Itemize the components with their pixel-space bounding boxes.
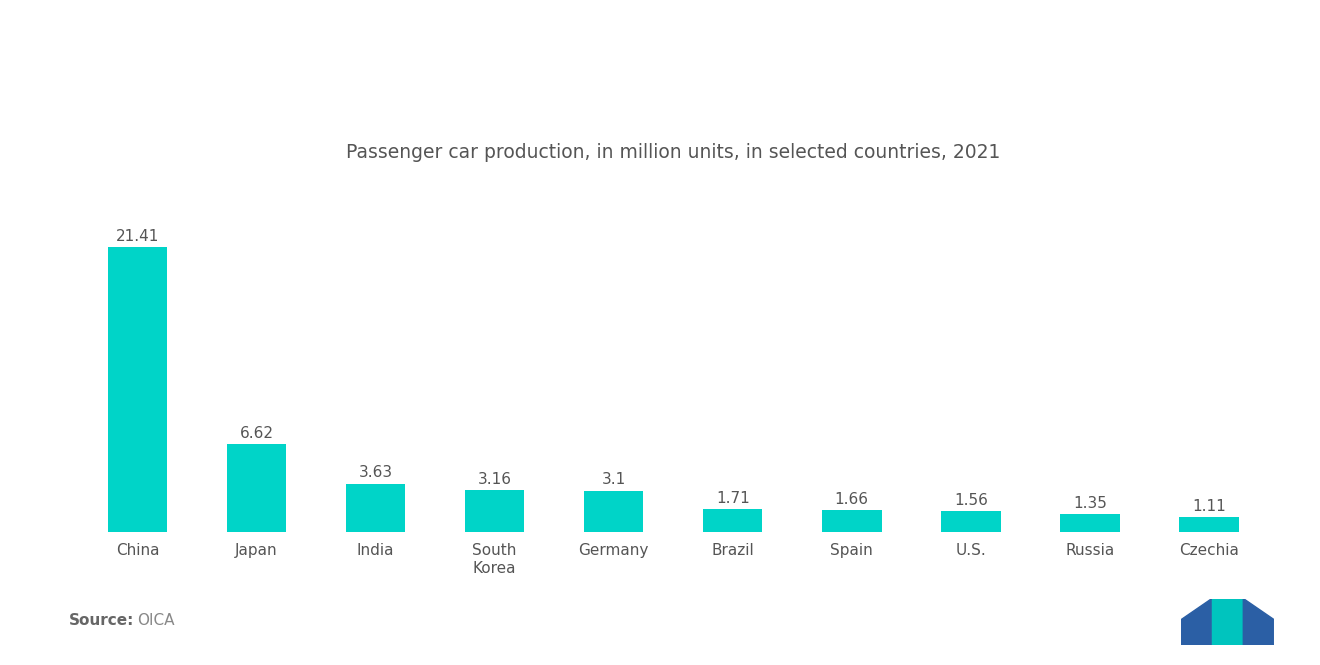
Text: 1.71: 1.71 [715,491,750,506]
Bar [583,491,643,532]
Polygon shape [1212,598,1243,645]
Polygon shape [1243,598,1274,645]
Bar [465,490,524,532]
Text: 3.63: 3.63 [359,465,392,480]
Text: 3.1: 3.1 [602,472,626,487]
Text: Source:: Source: [69,613,135,628]
Text: 1.11: 1.11 [1192,499,1226,514]
Bar [227,444,286,532]
Text: 6.62: 6.62 [239,426,273,441]
Polygon shape [1181,598,1212,645]
Bar [822,510,882,532]
Bar [704,509,763,532]
Bar [346,483,405,532]
Text: 1.35: 1.35 [1073,495,1107,511]
Text: 3.16: 3.16 [478,471,512,487]
Text: OICA: OICA [137,613,174,628]
Bar [1060,514,1119,532]
Bar [941,511,1001,532]
Bar [1179,517,1238,532]
Text: 1.56: 1.56 [954,493,987,508]
Title: Passenger car production, in million units, in selected countries, 2021: Passenger car production, in million uni… [346,144,1001,162]
Bar [108,247,168,532]
Text: 21.41: 21.41 [116,229,160,244]
Text: 1.66: 1.66 [834,491,869,507]
